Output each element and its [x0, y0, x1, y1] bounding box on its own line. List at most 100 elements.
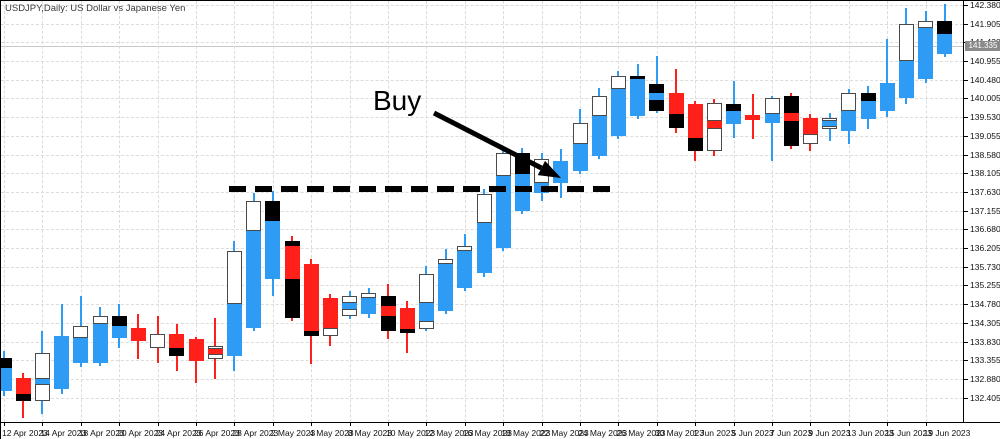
candle-body-segment[interactable]	[169, 347, 185, 357]
breakout-dashed-line[interactable]	[229, 185, 619, 192]
candle-body-segment[interactable]	[476, 223, 492, 274]
candle-body-segment[interactable]	[783, 95, 799, 113]
candle-body-segment[interactable]	[937, 34, 953, 54]
candle-body-segment[interactable]	[898, 23, 914, 61]
candle-body-segment[interactable]	[380, 315, 396, 331]
candle-body-segment[interactable]	[438, 263, 454, 311]
candle-body-segment[interactable]	[514, 152, 530, 174]
candle-body-segment[interactable]	[1, 358, 12, 368]
candle-body-segment[interactable]	[822, 117, 838, 122]
candle-body-segment[interactable]	[15, 377, 31, 394]
candle-body-segment[interactable]	[303, 263, 319, 331]
candle-body-segment[interactable]	[630, 75, 646, 79]
candle-body-segment[interactable]	[92, 323, 108, 363]
candle-body-segment[interactable]	[841, 110, 857, 131]
candle-body-segment[interactable]	[687, 138, 703, 151]
candle-body-segment[interactable]	[361, 297, 377, 314]
candle-body-segment[interactable]	[783, 112, 799, 122]
buy-annotation-label[interactable]: Buy	[373, 85, 422, 116]
candle-body-segment[interactable]	[822, 121, 838, 126]
candle-body-segment[interactable]	[706, 102, 722, 122]
candle-body-segment[interactable]	[457, 251, 473, 288]
candle-body-segment[interactable]	[226, 251, 242, 304]
candle-body-segment[interactable]	[553, 160, 569, 183]
candle-body-segment[interactable]	[1, 367, 12, 392]
candle-body-segment[interactable]	[591, 95, 607, 116]
candle-body-segment[interactable]	[226, 303, 242, 357]
candle-body-segment[interactable]	[879, 82, 895, 111]
candle-body-segment[interactable]	[937, 21, 953, 35]
candle-body-segment[interactable]	[745, 114, 761, 120]
candle-body-segment[interactable]	[649, 99, 665, 111]
candle-body-segment[interactable]	[610, 75, 626, 89]
candle-body-segment[interactable]	[764, 97, 780, 114]
candle-body-segment[interactable]	[111, 325, 127, 338]
candle-body-segment[interactable]	[706, 121, 722, 128]
candle-body-segment[interactable]	[380, 295, 396, 306]
candle-body-segment[interactable]	[322, 327, 338, 337]
candle-body-segment[interactable]	[438, 258, 454, 264]
candle-body-segment[interactable]	[649, 93, 665, 100]
candle-body-segment[interactable]	[668, 113, 684, 128]
candle-body-segment[interactable]	[73, 338, 89, 363]
candle-body-segment[interactable]	[169, 334, 185, 348]
date-axis[interactable]: 12 Apr 2023 14 Apr 2023 18 Apr 2023 20 Apr …	[1, 422, 1000, 439]
candle-body-segment[interactable]	[591, 115, 607, 157]
candle-body-segment[interactable]	[514, 173, 530, 211]
candle-body-segment[interactable]	[860, 101, 876, 120]
candle-body-segment[interactable]	[418, 273, 434, 303]
candle-body-segment[interactable]	[687, 103, 703, 138]
candle-body-segment[interactable]	[572, 143, 588, 172]
candle-body-segment[interactable]	[150, 334, 166, 348]
candle-body-segment[interactable]	[303, 330, 319, 337]
candle-body-segment[interactable]	[207, 354, 223, 359]
candle-body-segment[interactable]	[783, 121, 799, 146]
candle-body-segment[interactable]	[322, 297, 338, 328]
candle-body-segment[interactable]	[822, 125, 838, 129]
candle-body-segment[interactable]	[668, 93, 684, 114]
candle-body-segment[interactable]	[399, 308, 415, 329]
candle-body-segment[interactable]	[457, 245, 473, 251]
candle-body-segment[interactable]	[841, 93, 857, 111]
candle-body-segment[interactable]	[130, 327, 146, 341]
candle-body-segment[interactable]	[342, 308, 358, 316]
candle-body-segment[interactable]	[246, 201, 262, 231]
candle-body-segment[interactable]	[495, 175, 511, 248]
candle-body-segment[interactable]	[610, 88, 626, 137]
price-axis[interactable]: 141.335 142.380141.905141.430140.955140.…	[963, 1, 1000, 422]
candle-body-segment[interactable]	[284, 278, 300, 318]
candle-body-segment[interactable]	[34, 352, 50, 379]
candle-body-segment[interactable]	[726, 110, 742, 124]
candle-body-segment[interactable]	[342, 302, 358, 309]
candle-body-segment[interactable]	[361, 293, 377, 298]
candle-body-segment[interactable]	[418, 321, 434, 329]
candle-body-segment[interactable]	[284, 240, 300, 246]
candle-body-segment[interactable]	[495, 152, 511, 176]
candle-body-segment[interactable]	[342, 295, 358, 303]
candle-body-segment[interactable]	[764, 113, 780, 124]
candle-body-segment[interactable]	[111, 315, 127, 326]
candle-body-segment[interactable]	[34, 378, 50, 385]
candle-body-segment[interactable]	[802, 134, 818, 144]
candle-body-segment[interactable]	[534, 158, 550, 183]
plot-area[interactable]: Buy	[1, 1, 963, 422]
candle-body-segment[interactable]	[918, 21, 934, 28]
candle-body-segment[interactable]	[572, 123, 588, 144]
candle-body-segment[interactable]	[860, 93, 876, 101]
candle-body-segment[interactable]	[265, 201, 281, 222]
candle-body-segment[interactable]	[73, 325, 89, 338]
candle-body-segment[interactable]	[15, 393, 31, 401]
candle-body-segment[interactable]	[188, 338, 204, 361]
candle-body-segment[interactable]	[207, 345, 223, 350]
candle-body-segment[interactable]	[34, 384, 50, 401]
candle-body-segment[interactable]	[399, 328, 415, 333]
candle-body-segment[interactable]	[246, 230, 262, 328]
candle-body-segment[interactable]	[207, 349, 223, 355]
candle-body-segment[interactable]	[649, 84, 665, 94]
candle-body-segment[interactable]	[918, 27, 934, 79]
candle-body-segment[interactable]	[802, 117, 818, 135]
candle-body-segment[interactable]	[898, 60, 914, 98]
candle-body-segment[interactable]	[630, 78, 646, 116]
candle-body-segment[interactable]	[54, 336, 70, 389]
candle-body-segment[interactable]	[706, 127, 722, 151]
